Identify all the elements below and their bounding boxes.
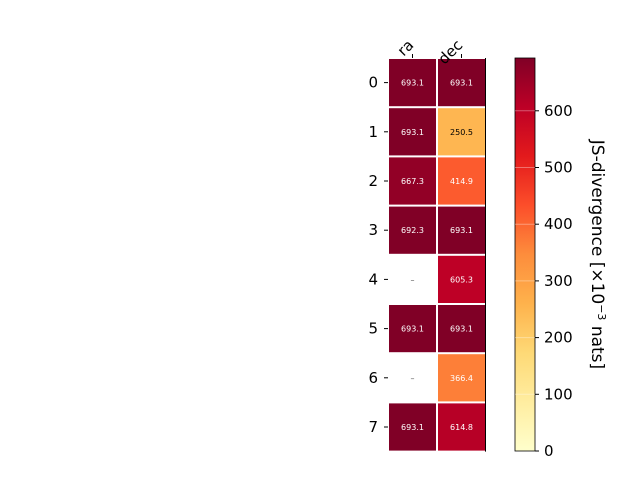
- y-tick-label: 0: [368, 74, 378, 92]
- y-tick-label: 3: [368, 221, 378, 239]
- y-tick-label: 6: [368, 369, 378, 387]
- colorbar-tick-label: 200: [544, 329, 573, 347]
- heatmap-cell: [389, 403, 436, 451]
- heatmap-cell: [389, 206, 436, 254]
- heatmap-cell-label: 667.3: [401, 177, 424, 186]
- heatmap-cell-label: 693.1: [450, 226, 473, 235]
- y-tick-label: 1: [368, 123, 378, 141]
- colorbar-tick-label: 100: [544, 385, 573, 403]
- heatmap-cell: [389, 305, 436, 353]
- y-tick-label: 7: [368, 418, 378, 436]
- y-tick-label: 4: [368, 270, 378, 288]
- colorbar-tick-label: 600: [544, 102, 573, 120]
- heatmap-cell-label: 693.1: [401, 423, 424, 432]
- colorbar-tick-label: 300: [544, 272, 573, 290]
- heatmap-cell-label: –: [411, 374, 415, 383]
- heatmap-cell: [438, 206, 485, 254]
- heatmap-cell: [389, 157, 436, 205]
- colorbar-tick-label: 400: [544, 215, 573, 233]
- heatmap-cell: [438, 403, 485, 451]
- heatmap-cell-label: 693.1: [401, 79, 424, 88]
- heatmap-cell: [438, 354, 485, 402]
- heatmap-cell-label: 693.1: [401, 325, 424, 334]
- colorbar-tick-label: 0: [544, 442, 554, 460]
- heatmap-cell-label: 692.3: [401, 226, 424, 235]
- colorbar-label-exponent: −3: [596, 304, 609, 320]
- heatmap-cell: [389, 59, 436, 107]
- heatmap-cell-label: 605.3: [450, 275, 473, 284]
- heatmap-cell-label: 693.1: [401, 128, 424, 137]
- heatmap-cell-label: –: [411, 275, 415, 284]
- colorbar-ticks: 0 100 200 300 400 500 600: [535, 102, 573, 460]
- heatmap-cell: [438, 305, 485, 353]
- colorbar-label-prefix: JS-divergence [×10: [587, 139, 607, 304]
- heatmap-cell-label: 614.8: [450, 423, 473, 432]
- x-tick-label: ra: [394, 36, 418, 60]
- heatmap-cell: [389, 108, 436, 156]
- heatmap-cell-label: 693.1: [450, 325, 473, 334]
- y-tick-label: 5: [368, 320, 378, 338]
- heatmap-cell: [438, 108, 485, 156]
- colorbar-gradient: [514, 57, 536, 452]
- colorbar-tick-label: 500: [544, 158, 573, 176]
- heatmap-cell: [438, 157, 485, 205]
- colorbar: 0 100 200 300 400 500 600 JS-divergence [×10−3…: [514, 57, 609, 460]
- heatmap-cell-label: 693.1: [450, 79, 473, 88]
- heatmap-cell-label: 250.5: [450, 128, 473, 137]
- heatmap-cell: [438, 255, 485, 303]
- colorbar-label-suffix: nats]: [587, 320, 607, 369]
- heatmap-cell-label: 414.9: [450, 177, 473, 186]
- colorbar-label: JS-divergence [×10−3 nats]: [587, 139, 609, 369]
- colorbar-tick-lines: [515, 110, 535, 395]
- heatmap-cell: [438, 59, 485, 107]
- heatmap-cells: 693.1 693.1 693.1 250.5 667.3 414.9 692.3 693.1…: [389, 59, 485, 451]
- y-tick-label: 2: [368, 172, 378, 190]
- heatmap-cell-label: 366.4: [450, 374, 473, 383]
